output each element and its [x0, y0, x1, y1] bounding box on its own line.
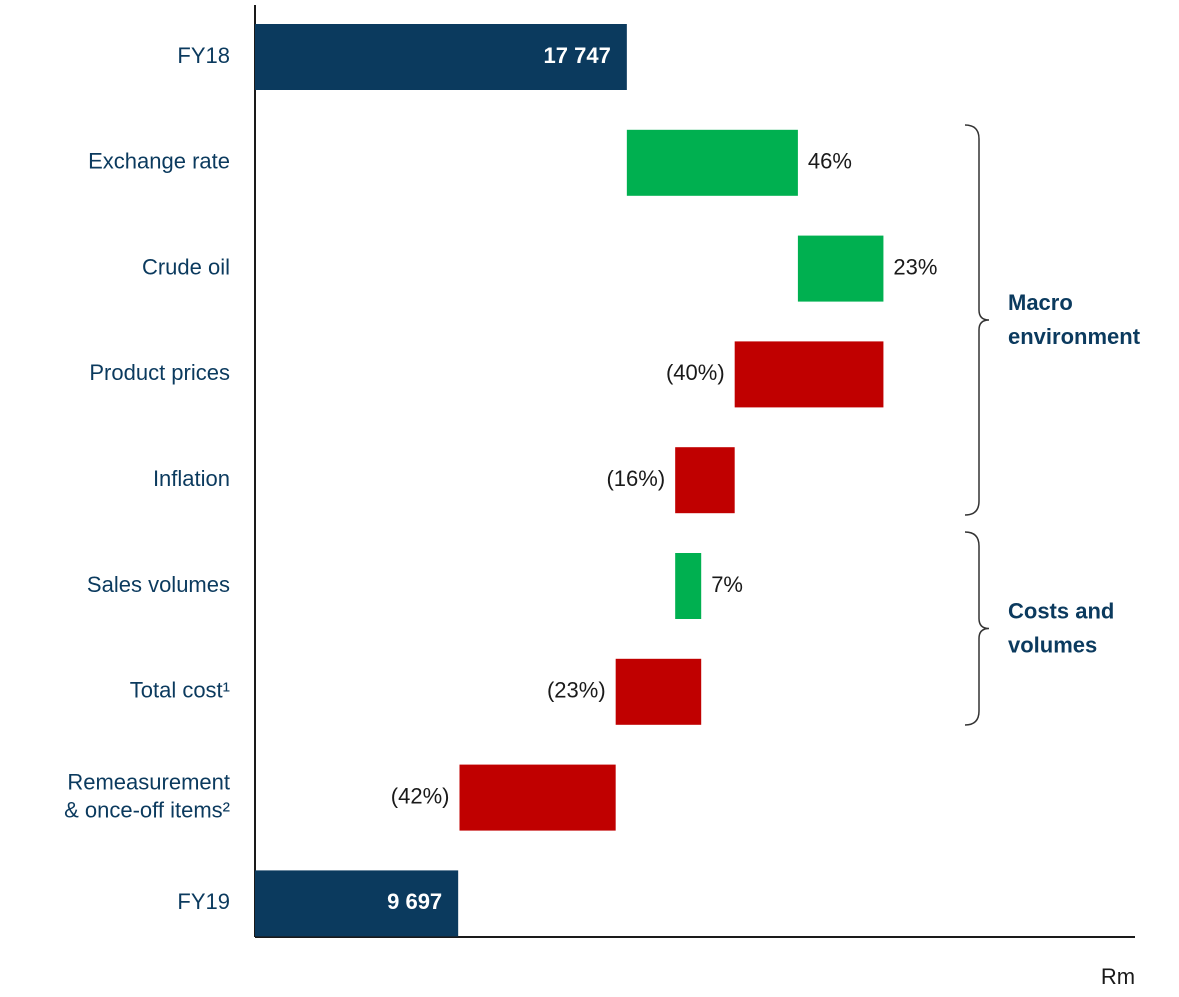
- category-label: Inflation: [153, 466, 230, 491]
- category-label: FY19: [177, 889, 230, 914]
- category-label: Remeasurement & once-off items²: [64, 769, 230, 822]
- category-label: Exchange rate: [88, 149, 230, 174]
- group-label: Costs and: [1008, 598, 1114, 623]
- value-label: 46%: [808, 149, 852, 174]
- bar: [255, 24, 627, 90]
- value-label: 23%: [893, 254, 937, 279]
- value-label: 7%: [711, 572, 743, 597]
- value-label: 17 747: [544, 43, 611, 68]
- bar: [734, 341, 884, 408]
- value-label: (42%): [391, 783, 450, 808]
- value-label: (16%): [606, 466, 665, 491]
- group-bracket: [964, 531, 990, 726]
- group-label: environment: [1008, 324, 1141, 349]
- bar: [459, 764, 616, 831]
- bar: [675, 447, 735, 514]
- category-label: Crude oil: [142, 254, 230, 279]
- x-axis-label: Rm: [1101, 964, 1135, 989]
- group-bracket: [964, 124, 990, 516]
- bar: [797, 235, 884, 302]
- value-label: 9 697: [387, 889, 442, 914]
- bar: [675, 553, 702, 619]
- category-label: Total cost¹: [130, 678, 230, 703]
- category-label: Sales volumes: [87, 572, 230, 597]
- category-label: Product prices: [89, 360, 230, 385]
- bar: [615, 658, 702, 725]
- group-label: Macro: [1008, 290, 1073, 315]
- value-label: (40%): [666, 360, 725, 385]
- bar: [626, 129, 798, 196]
- category-label: FY18: [177, 43, 230, 68]
- bar: [255, 870, 459, 937]
- value-label: (23%): [547, 678, 606, 703]
- group-label: volumes: [1008, 632, 1097, 657]
